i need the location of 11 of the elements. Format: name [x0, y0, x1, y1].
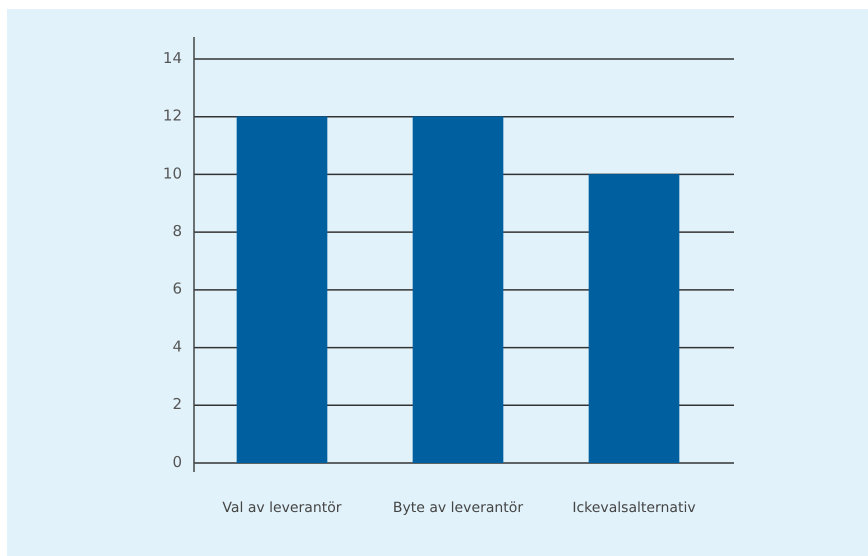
y-tick-label: 10 [162, 164, 182, 182]
y-tick-label: 4 [172, 337, 182, 356]
x-tick-label: Val av leverantör [222, 500, 342, 516]
y-tick-label: 2 [172, 395, 182, 414]
x-tick-label: Ickevalsalternativ [572, 500, 696, 516]
y-tick-label: 6 [172, 280, 182, 298]
y-tick-label: 14 [162, 48, 182, 67]
y-tick-label: 0 [172, 452, 182, 471]
y-tick-label: 8 [172, 222, 182, 240]
x-tick-label: Byte av leverantör [392, 500, 524, 516]
y-tick-label: 12 [162, 106, 182, 125]
